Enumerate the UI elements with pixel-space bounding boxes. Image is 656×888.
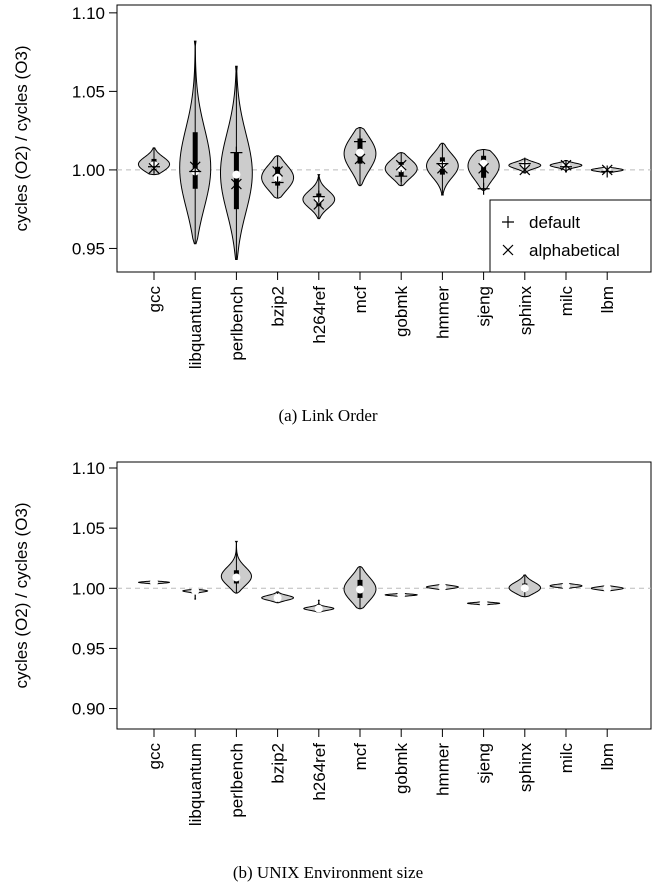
x-tick-label-gobmk: gobmk [392, 286, 411, 338]
marker-alphabetical-libquantum [189, 161, 201, 173]
median-lbm [603, 584, 612, 593]
marker-alphabetical-h264ref [313, 199, 325, 210]
marker-alphabetical-gobmk [395, 159, 407, 171]
x-tick-label-libquantum: libquantum [186, 286, 205, 369]
median-libquantum [191, 586, 200, 595]
legend-marker-alphabetical [502, 244, 514, 256]
plot-frame [116, 4, 652, 273]
legend-label-alphabetical: alphabetical [529, 241, 620, 260]
x-tick-label-gcc: gcc [145, 286, 164, 313]
median-milc [562, 581, 570, 590]
x-tick-label-sjeng: sjeng [475, 286, 494, 327]
median-perlbench [232, 573, 241, 582]
x-tick-label-gcc: gcc [145, 743, 164, 770]
x-tick-label-perlbench: perlbench [227, 743, 246, 818]
marker-alphabetical-bzip2 [272, 166, 284, 177]
median-sphinx [520, 584, 529, 593]
marker-default-sphinx [518, 157, 531, 170]
marker-default-lbm [601, 165, 614, 178]
median-gobmk [397, 164, 406, 173]
legend-marker-default [502, 216, 514, 228]
marker-alphabetical-lbm [601, 164, 613, 176]
y-axis-label: cycles (O2) / cycles (O3) [12, 502, 31, 688]
caption: (b) UNIX Environment size [233, 863, 423, 882]
x-tick-label-lbm: lbm [598, 743, 617, 770]
marker-alphabetical-hmmer [436, 162, 448, 174]
marker-default-gobmk [395, 170, 408, 183]
y-tick-label: 1.00 [72, 161, 105, 180]
x-tick-label-milc: milc [557, 286, 576, 317]
y-tick-label: 0.90 [72, 700, 105, 719]
marker-alphabetical-sphinx [519, 164, 531, 176]
chart-unix-environment-size: 0.90 0.95 1.00 1.05 1.10 cycles (O2) / cycles… [12, 459, 652, 882]
caption: (a) Link Order [278, 406, 377, 425]
x-tick-label-bzip2: bzip2 [269, 743, 288, 784]
box-perlbench [233, 152, 239, 210]
median-mcf [356, 148, 364, 157]
x-tick-label-sphinx: sphinx [516, 286, 535, 336]
x-tick-label-mcf: mcf [351, 743, 370, 771]
y-tick-label: 1.05 [72, 82, 105, 101]
marker-default-h264ref [312, 190, 325, 203]
median-gobmk [397, 590, 406, 599]
x-tick-label-gobmk: gobmk [392, 743, 411, 795]
x-tick-label-bzip2: bzip2 [269, 286, 288, 327]
marker-default-sjeng [477, 182, 490, 195]
marker-alphabetical-perlbench [230, 178, 242, 190]
marker-default-perlbench [230, 146, 243, 159]
marker-default-mcf [354, 135, 366, 148]
x-tick-label-perlbench: perlbench [227, 286, 246, 361]
plot-frame [116, 461, 652, 730]
y-tick-label: 1.10 [72, 4, 105, 23]
median-perlbench [232, 170, 241, 179]
x-tick-label-milc: milc [557, 743, 576, 774]
y-tick-label: 0.95 [72, 239, 105, 258]
x-tick-label-mcf: mcf [351, 286, 370, 314]
median-gcc [150, 578, 158, 587]
marker-default-gcc [148, 160, 160, 173]
x-tick-label-sjeng: sjeng [475, 743, 494, 784]
chart-link-order: 0.95 1.00 1.05 1.10 cycles (O2) / cycles (O3… [12, 4, 652, 425]
x-tick-label-h264ref: h264ref [310, 743, 329, 801]
median-bzip2 [273, 593, 282, 602]
box-libquantum [192, 132, 198, 189]
median-hmmer [438, 583, 447, 592]
marker-alphabetical-gcc [148, 162, 160, 174]
x-tick-label-h264ref: h264ref [310, 286, 329, 344]
y-axis-label: cycles (O2) / cycles (O3) [12, 45, 31, 231]
legend-label-default: default [529, 213, 580, 232]
y-tick-label: 1.00 [72, 579, 105, 598]
marker-default-milc [560, 160, 572, 173]
legend-box [489, 199, 652, 273]
x-tick-label-sphinx: sphinx [516, 743, 535, 793]
median-sjeng [479, 599, 488, 608]
x-tick-label-lbm: lbm [598, 286, 617, 313]
marker-default-bzip2 [271, 176, 284, 189]
marker-alphabetical-sjeng [478, 162, 490, 174]
x-tick-label-hmmer: hmmer [433, 286, 452, 339]
marker-alphabetical-mcf [354, 153, 366, 165]
x-tick-label-libquantum: libquantum [186, 743, 205, 826]
median-h264ref [314, 604, 323, 613]
y-tick-label: 1.10 [72, 459, 105, 478]
median-sjeng [479, 159, 488, 168]
x-tick-label-hmmer: hmmer [433, 743, 452, 796]
y-tick-label: 1.05 [72, 519, 105, 538]
marker-alphabetical-milc [560, 159, 572, 171]
median-mcf [356, 585, 364, 594]
y-tick-label: 0.95 [72, 639, 105, 658]
